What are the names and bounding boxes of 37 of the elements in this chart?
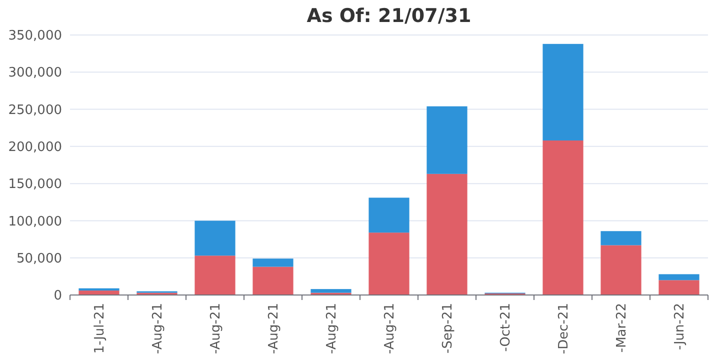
x-tick-label: -Sep-21 [440, 303, 456, 354]
bar [658, 274, 700, 280]
y-tick-label: 0 [54, 288, 62, 304]
chart-title: As Of: 21/07/31 [306, 5, 472, 27]
x-tick-label: -Dec-21 [556, 303, 572, 354]
x-tick-label: -Jun-22 [672, 303, 688, 350]
x-tick-label: -Aug-21 [382, 303, 398, 354]
y-tick-label: 50,000 [16, 251, 62, 266]
bar [78, 290, 120, 295]
bar [368, 198, 410, 233]
bar [252, 258, 294, 267]
bar [78, 288, 120, 291]
y-tick-label: 200,000 [8, 140, 62, 155]
bar [310, 289, 352, 293]
bar [426, 174, 468, 295]
y-tick-label: 250,000 [8, 102, 62, 118]
x-tick-label: -Mar-22 [614, 303, 630, 353]
bar [194, 220, 236, 256]
x-tick-label: 1-Jul-21 [92, 303, 108, 354]
y-tick-label: 150,000 [8, 177, 62, 192]
bar [542, 44, 584, 140]
y-tick-label: 350,000 [8, 28, 62, 44]
y-tick-label: 100,000 [8, 214, 62, 230]
x-tick-label: -Oct-21 [498, 303, 514, 352]
bar [194, 256, 236, 295]
y-tick-label: 300,000 [8, 66, 62, 81]
bar [542, 140, 584, 295]
bar [600, 231, 642, 246]
bar [658, 280, 700, 295]
bar [426, 106, 468, 174]
bar [600, 245, 642, 295]
x-tick-label: -Aug-21 [266, 303, 282, 354]
x-tick-label: -Aug-21 [208, 303, 224, 354]
x-tick-label: -Aug-21 [150, 303, 166, 354]
bar [368, 232, 410, 295]
x-tick-label: -Aug-21 [324, 303, 340, 354]
bar [252, 266, 294, 295]
